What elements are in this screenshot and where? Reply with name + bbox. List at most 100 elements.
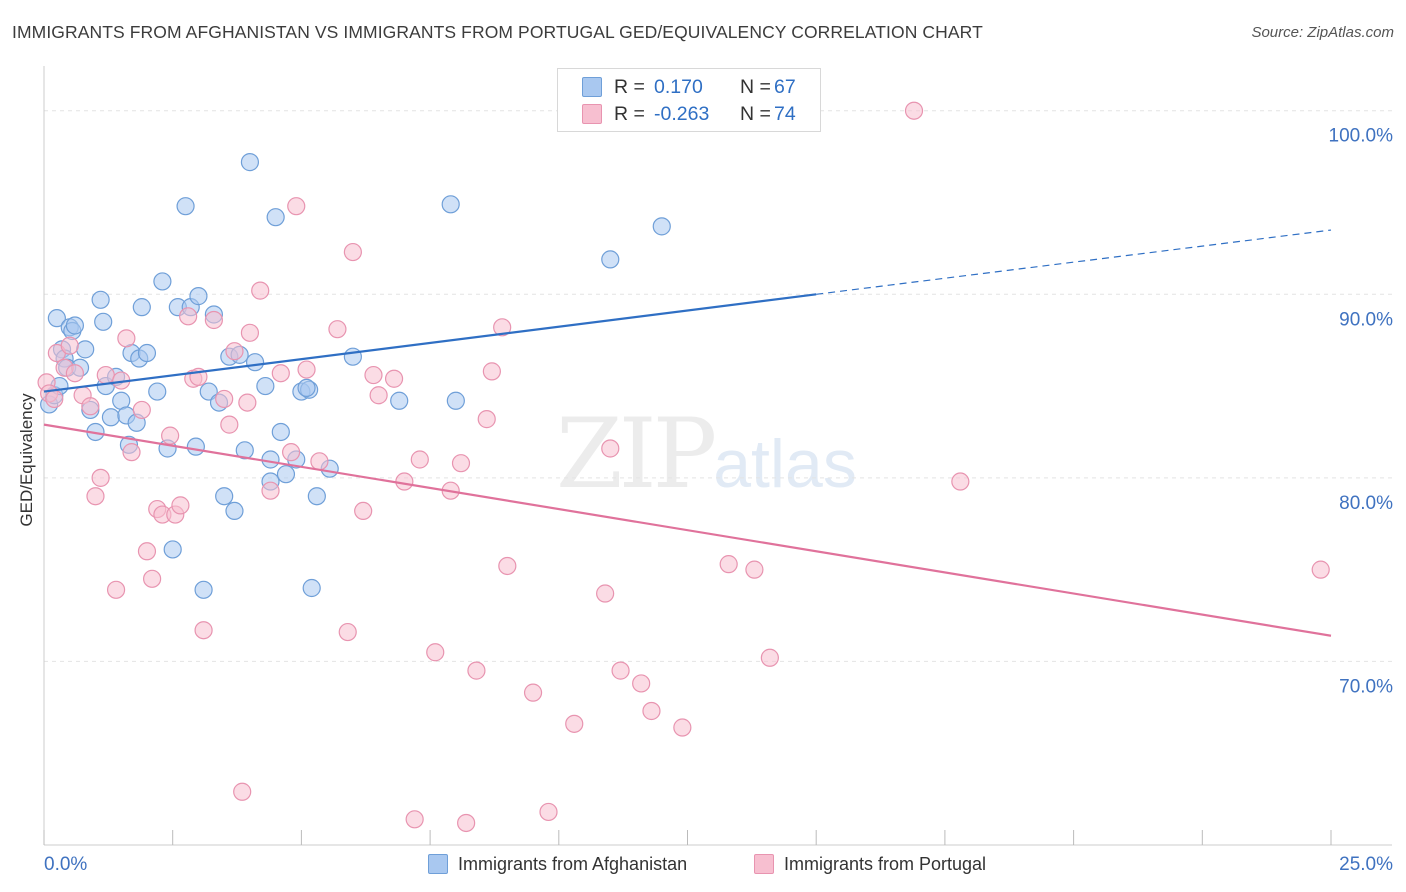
source-credit: Source: ZipAtlas.com [1251,24,1394,41]
watermark-atlas: atlas [713,426,857,502]
afghanistan-point [137,343,157,363]
portugal-point [287,197,306,216]
portugal-point [215,389,234,409]
legend-label: Immigrants from Portugal [784,853,987,874]
zipatlas-watermark: ZIPatlas [556,398,857,510]
afghanistan-point [276,465,296,484]
portugal-point [271,364,290,383]
afghanistan-point [601,250,620,269]
portugal-point [297,360,316,379]
afghanistan-point [94,312,113,331]
afghanistan-point [256,376,275,396]
afghanistan-point [225,501,244,520]
afghanistan-point [47,309,66,328]
afghanistan-point [235,441,254,460]
portugal-point [91,468,110,487]
portugal-point [261,481,280,500]
afghanistan-point [76,340,95,359]
afghanistan-point [65,316,84,335]
portugal-swatch [582,104,602,124]
afghanistan-point [186,437,205,456]
portugal-point [760,648,779,667]
afghanistan-point [153,272,172,291]
portugal-point [565,714,584,733]
portugal-point [143,569,162,588]
trend-lines [43,229,1332,637]
portugal-point [251,281,270,300]
afghanistan-point [446,391,465,410]
portugal-point [498,556,517,576]
portugal-point [719,555,738,574]
portugal-point [673,718,692,737]
afghanistan-point [343,347,362,366]
data-points [37,101,1330,833]
portugal-point [194,621,213,640]
portugal-point [951,472,970,491]
portugal-point [343,242,362,262]
afghanistan-point [441,195,460,214]
portugal-point [96,365,115,385]
afghanistan-point [307,487,326,506]
tick-labels: 70.0% 80.0% 90.0% 100.0% 0.0% 25.0% GED/Equiva… [17,126,1393,875]
portugal-point [596,584,615,603]
legend-row-afghanistan: R = 0.170 N = 67 [582,75,796,99]
n-label: N = [740,75,771,98]
portugal-point [405,810,424,829]
portugal-point [338,622,357,642]
portugal-point [745,560,764,579]
afghanistan-point [271,422,290,442]
afghanistan-point [91,290,110,309]
portugal-point [225,342,244,361]
afghanistan-point [652,217,671,236]
y-tick-label: 90.0% [1339,309,1393,330]
portugal-point [171,496,190,515]
portugal-point [451,454,471,473]
y-tick-label: 70.0% [1339,676,1393,697]
afghanistan-point [240,153,260,172]
portugal-point [611,661,630,680]
r-value: -0.263 [654,102,710,125]
portugal-point [395,472,414,491]
portugal-point [204,310,223,330]
n-label: N = [740,102,771,125]
afghanistan-point [189,287,208,306]
x-tick-label: 25.0% [1339,854,1393,875]
y-axis-label: GED/Equivalency [17,393,36,527]
portugal-point [328,320,347,339]
gridlines [44,110,1392,662]
afghanistan-point [261,450,280,469]
portugal-point [493,318,512,337]
portugal-point [482,362,501,381]
portugal-point [467,661,486,680]
afghanistan-point [194,580,213,599]
correlation-legend: R = 0.170 N = 67 R = -0.263 N = 74 [557,68,821,132]
portugal-point [137,542,157,561]
portugal-point [310,452,329,471]
watermark-zip: ZIP [556,398,717,510]
portugal-point [60,336,79,355]
portugal-point [477,410,496,429]
afghanistan-point [297,378,316,398]
afghanistan-swatch [428,854,448,874]
afghanistan-point [266,208,285,227]
portugal-point [106,580,126,599]
afghanistan-point [176,197,195,216]
n-value: 67 [774,75,796,98]
portugal-point [240,323,260,342]
portugal-point [642,701,661,721]
portugal-point [86,487,105,506]
portugal-point [601,439,620,458]
legend-item-portugal: Immigrants from Portugal [754,852,986,876]
portugal-point [904,101,924,120]
portugal-point [354,501,373,520]
portugal-point [457,813,476,833]
afghanistan-point [215,487,234,506]
portugal-point [161,426,180,445]
afghanistan-trend-extension [816,229,1332,295]
portugal-swatch [754,854,774,874]
portugal-point [539,802,558,822]
afghanistan-point [302,578,321,598]
r-value: 0.170 [654,75,703,98]
portugal-point [233,782,252,801]
afghanistan-point [245,353,265,372]
